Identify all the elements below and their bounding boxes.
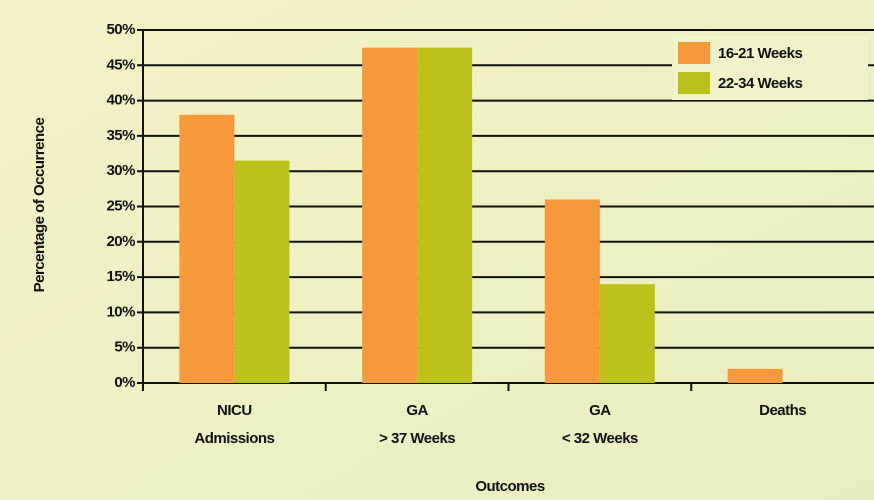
y-tick-label: 25%	[106, 197, 135, 214]
x-axis-label: Outcomes	[475, 478, 545, 495]
bar	[417, 47, 473, 384]
y-tick-label: 40%	[106, 92, 135, 109]
legend-label: 22-34 Weeks	[718, 75, 802, 92]
x-tick-label: < 32 Weeks	[562, 430, 638, 447]
bar	[362, 47, 418, 384]
y-axis-label: Percentage of Occurrence	[31, 117, 48, 292]
legend-swatch	[678, 42, 710, 64]
x-tick-label: GA	[406, 402, 428, 419]
y-tick-label: 50%	[106, 21, 135, 38]
x-tick-label: Admissions	[194, 430, 274, 447]
legend-label: 16-21 Weeks	[718, 45, 802, 62]
y-tick-label: 35%	[106, 127, 135, 144]
bar	[234, 160, 290, 383]
y-tick-label: 10%	[106, 303, 135, 320]
y-tick-label: 45%	[106, 56, 135, 73]
x-tick-label: GA	[589, 402, 611, 419]
x-tick-label: > 37 Weeks	[379, 430, 455, 447]
y-tick-label: 15%	[106, 268, 135, 285]
x-tick-label: Deaths	[759, 402, 806, 419]
bar	[727, 368, 783, 383]
bar	[544, 199, 600, 383]
bar	[599, 284, 655, 383]
y-tick-label: 30%	[106, 162, 135, 179]
legend-swatch	[678, 72, 710, 94]
y-tick-label: 5%	[114, 339, 135, 356]
y-tick-label: 0%	[114, 374, 135, 391]
y-tick-label: 20%	[106, 233, 135, 250]
bar	[179, 114, 235, 383]
x-tick-label: NICU	[217, 402, 252, 419]
